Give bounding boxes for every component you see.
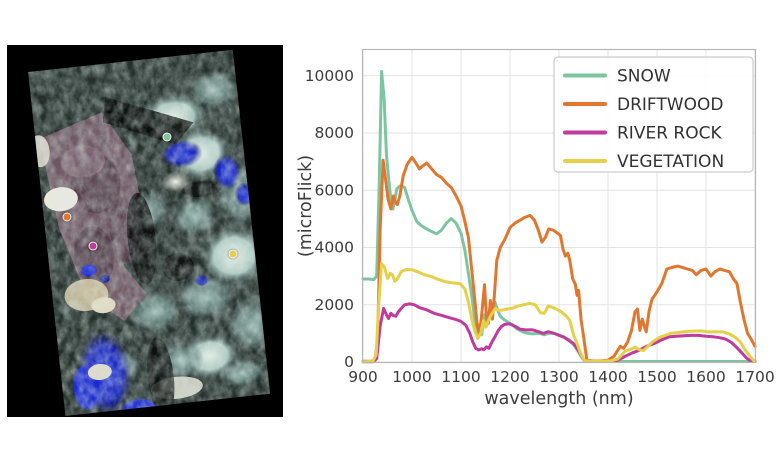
x-axis-label: wavelength (nm) — [484, 389, 633, 409]
series-driftwood — [361, 155, 757, 363]
x-tick-label: 1000 — [392, 368, 431, 386]
x-tick-label: 900 — [348, 368, 378, 386]
y-tick-label: 10000 — [305, 67, 354, 85]
legend-label-vegetation: VEGETATION — [617, 152, 724, 172]
y-tick-label: 6000 — [315, 181, 354, 199]
scene-image — [7, 45, 283, 417]
x-tick-label: 1200 — [490, 368, 529, 386]
y-tick-label: 8000 — [315, 124, 354, 142]
x-tick-label: 1700 — [735, 368, 774, 386]
y-axis-label: (microFlick) — [296, 155, 316, 257]
y-tick-label: 0 — [344, 353, 354, 371]
x-tick-label: 1300 — [539, 368, 578, 386]
vegetation-marker — [228, 249, 238, 259]
legend-label-snow: SNOW — [617, 67, 671, 87]
x-tick-label: 1400 — [588, 368, 627, 386]
driftwood-marker — [62, 212, 72, 222]
series-river-rock — [361, 302, 757, 364]
legend-label-driftwood: DRIFTWOOD — [617, 95, 723, 115]
legend-label-river-rock: RIVER ROCK — [617, 124, 722, 144]
series-vegetation — [361, 262, 756, 364]
y-tick-label: 4000 — [315, 239, 354, 257]
legend-box — [553, 56, 754, 173]
x-tick-label: 1500 — [637, 368, 676, 386]
x-tick-label: 1100 — [441, 368, 480, 386]
y-tick-label: 2000 — [315, 296, 354, 314]
river-rock-marker — [88, 241, 98, 251]
x-tick-label: 1600 — [686, 368, 725, 386]
scene-image-panel — [7, 45, 283, 417]
snow-marker — [162, 132, 172, 142]
plot-spines — [361, 48, 757, 364]
